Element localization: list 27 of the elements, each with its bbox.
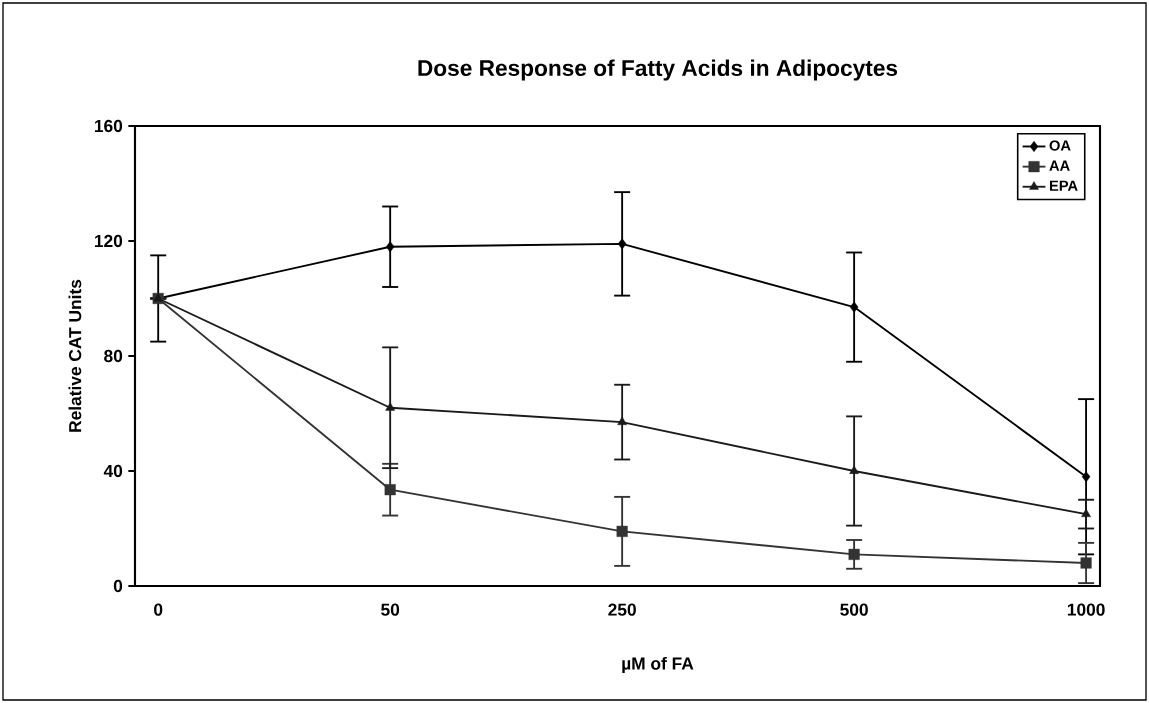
point bbox=[384, 484, 396, 496]
y-tick-label: 0 bbox=[113, 579, 123, 593]
legend-label: OA bbox=[1049, 140, 1071, 151]
x-tick-label: 500 bbox=[840, 603, 868, 616]
y-tick-label: 40 bbox=[103, 464, 123, 478]
point bbox=[1080, 557, 1092, 569]
point bbox=[849, 301, 859, 313]
x-tick-label: 0 bbox=[154, 603, 163, 616]
chart-title: Dose Response of Fatty Acids in Adipocytes bbox=[418, 59, 898, 81]
y-axis-title: Relative CAT Units bbox=[68, 279, 82, 432]
legend-label: EPA bbox=[1049, 180, 1078, 191]
point bbox=[385, 402, 395, 411]
x-tick-label: 1000 bbox=[1067, 603, 1105, 616]
y-tick-label: 160 bbox=[94, 119, 123, 133]
y-tick-label: 120 bbox=[94, 234, 123, 248]
y-tick-label: 80 bbox=[104, 349, 123, 363]
x-axis-title: µM of FA bbox=[622, 656, 694, 674]
point bbox=[848, 548, 860, 560]
x-tick-label: 250 bbox=[608, 603, 636, 616]
point bbox=[385, 241, 395, 253]
point bbox=[849, 465, 859, 474]
point bbox=[1081, 471, 1091, 483]
legend-label: AA bbox=[1049, 160, 1070, 171]
point bbox=[617, 238, 627, 250]
point bbox=[616, 525, 628, 537]
point bbox=[617, 416, 627, 425]
x-tick-label: 50 bbox=[381, 603, 400, 616]
